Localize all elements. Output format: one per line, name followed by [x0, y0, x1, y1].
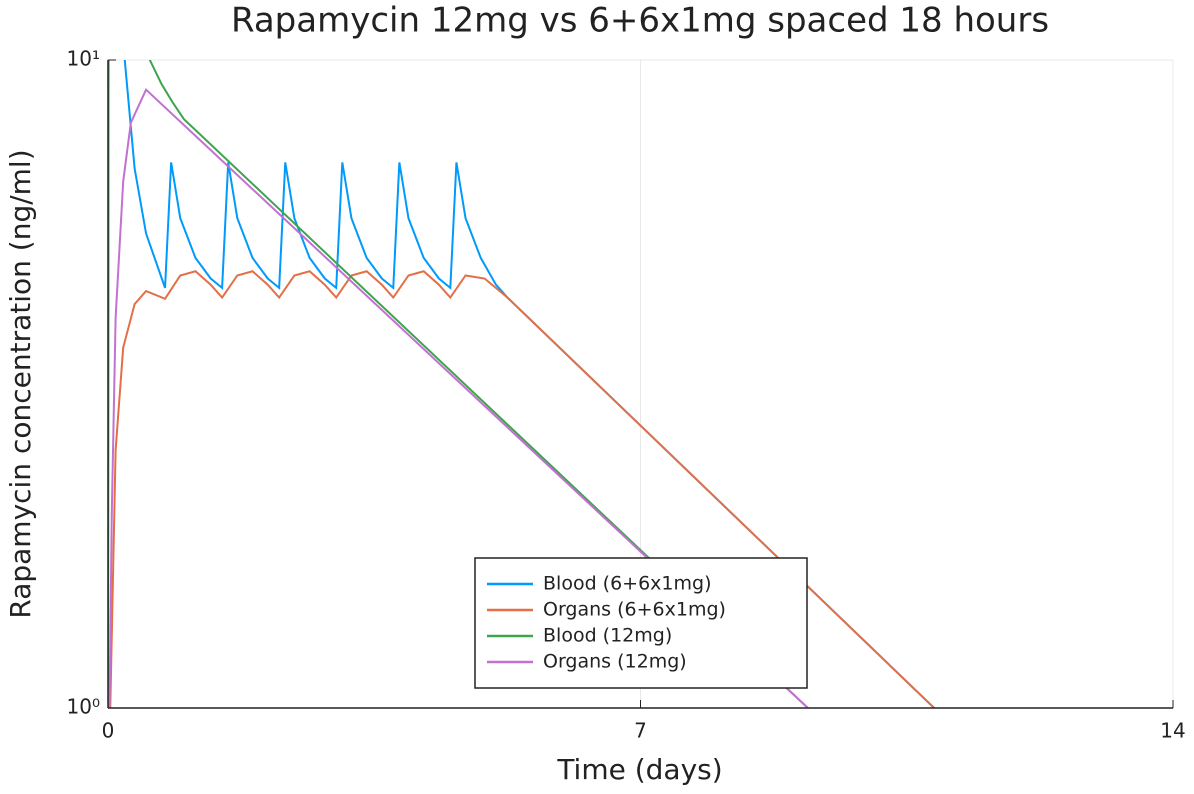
plot-lines	[108, 60, 935, 708]
series-line	[108, 60, 935, 708]
x-axis-label: Time (days)	[556, 753, 722, 786]
series-line	[108, 60, 809, 708]
y-tick-label: 10⁰	[67, 695, 100, 719]
legend-label: Blood (12mg)	[543, 625, 672, 647]
legend-label: Organs (12mg)	[543, 651, 687, 673]
x-tick-label: 0	[102, 719, 115, 743]
y-axis-label: Rapamycin concentration (ng/ml)	[4, 149, 37, 618]
chart-title: Rapamycin 12mg vs 6+6x1mg spaced 18 hour…	[231, 1, 1049, 41]
legend-label: Organs (6+6x1mg)	[543, 599, 726, 621]
legend: Blood (6+6x1mg) Organs (6+6x1mg) Blood (12…	[474, 557, 808, 689]
series-line	[108, 87, 809, 708]
legend-label: Blood (6+6x1mg)	[543, 573, 712, 595]
x-tick-label: 14	[1160, 719, 1185, 743]
y-tick-label: 10¹	[67, 47, 100, 71]
legend-box	[474, 557, 808, 689]
series-line	[109, 270, 935, 708]
x-tick-label: 7	[634, 719, 647, 743]
